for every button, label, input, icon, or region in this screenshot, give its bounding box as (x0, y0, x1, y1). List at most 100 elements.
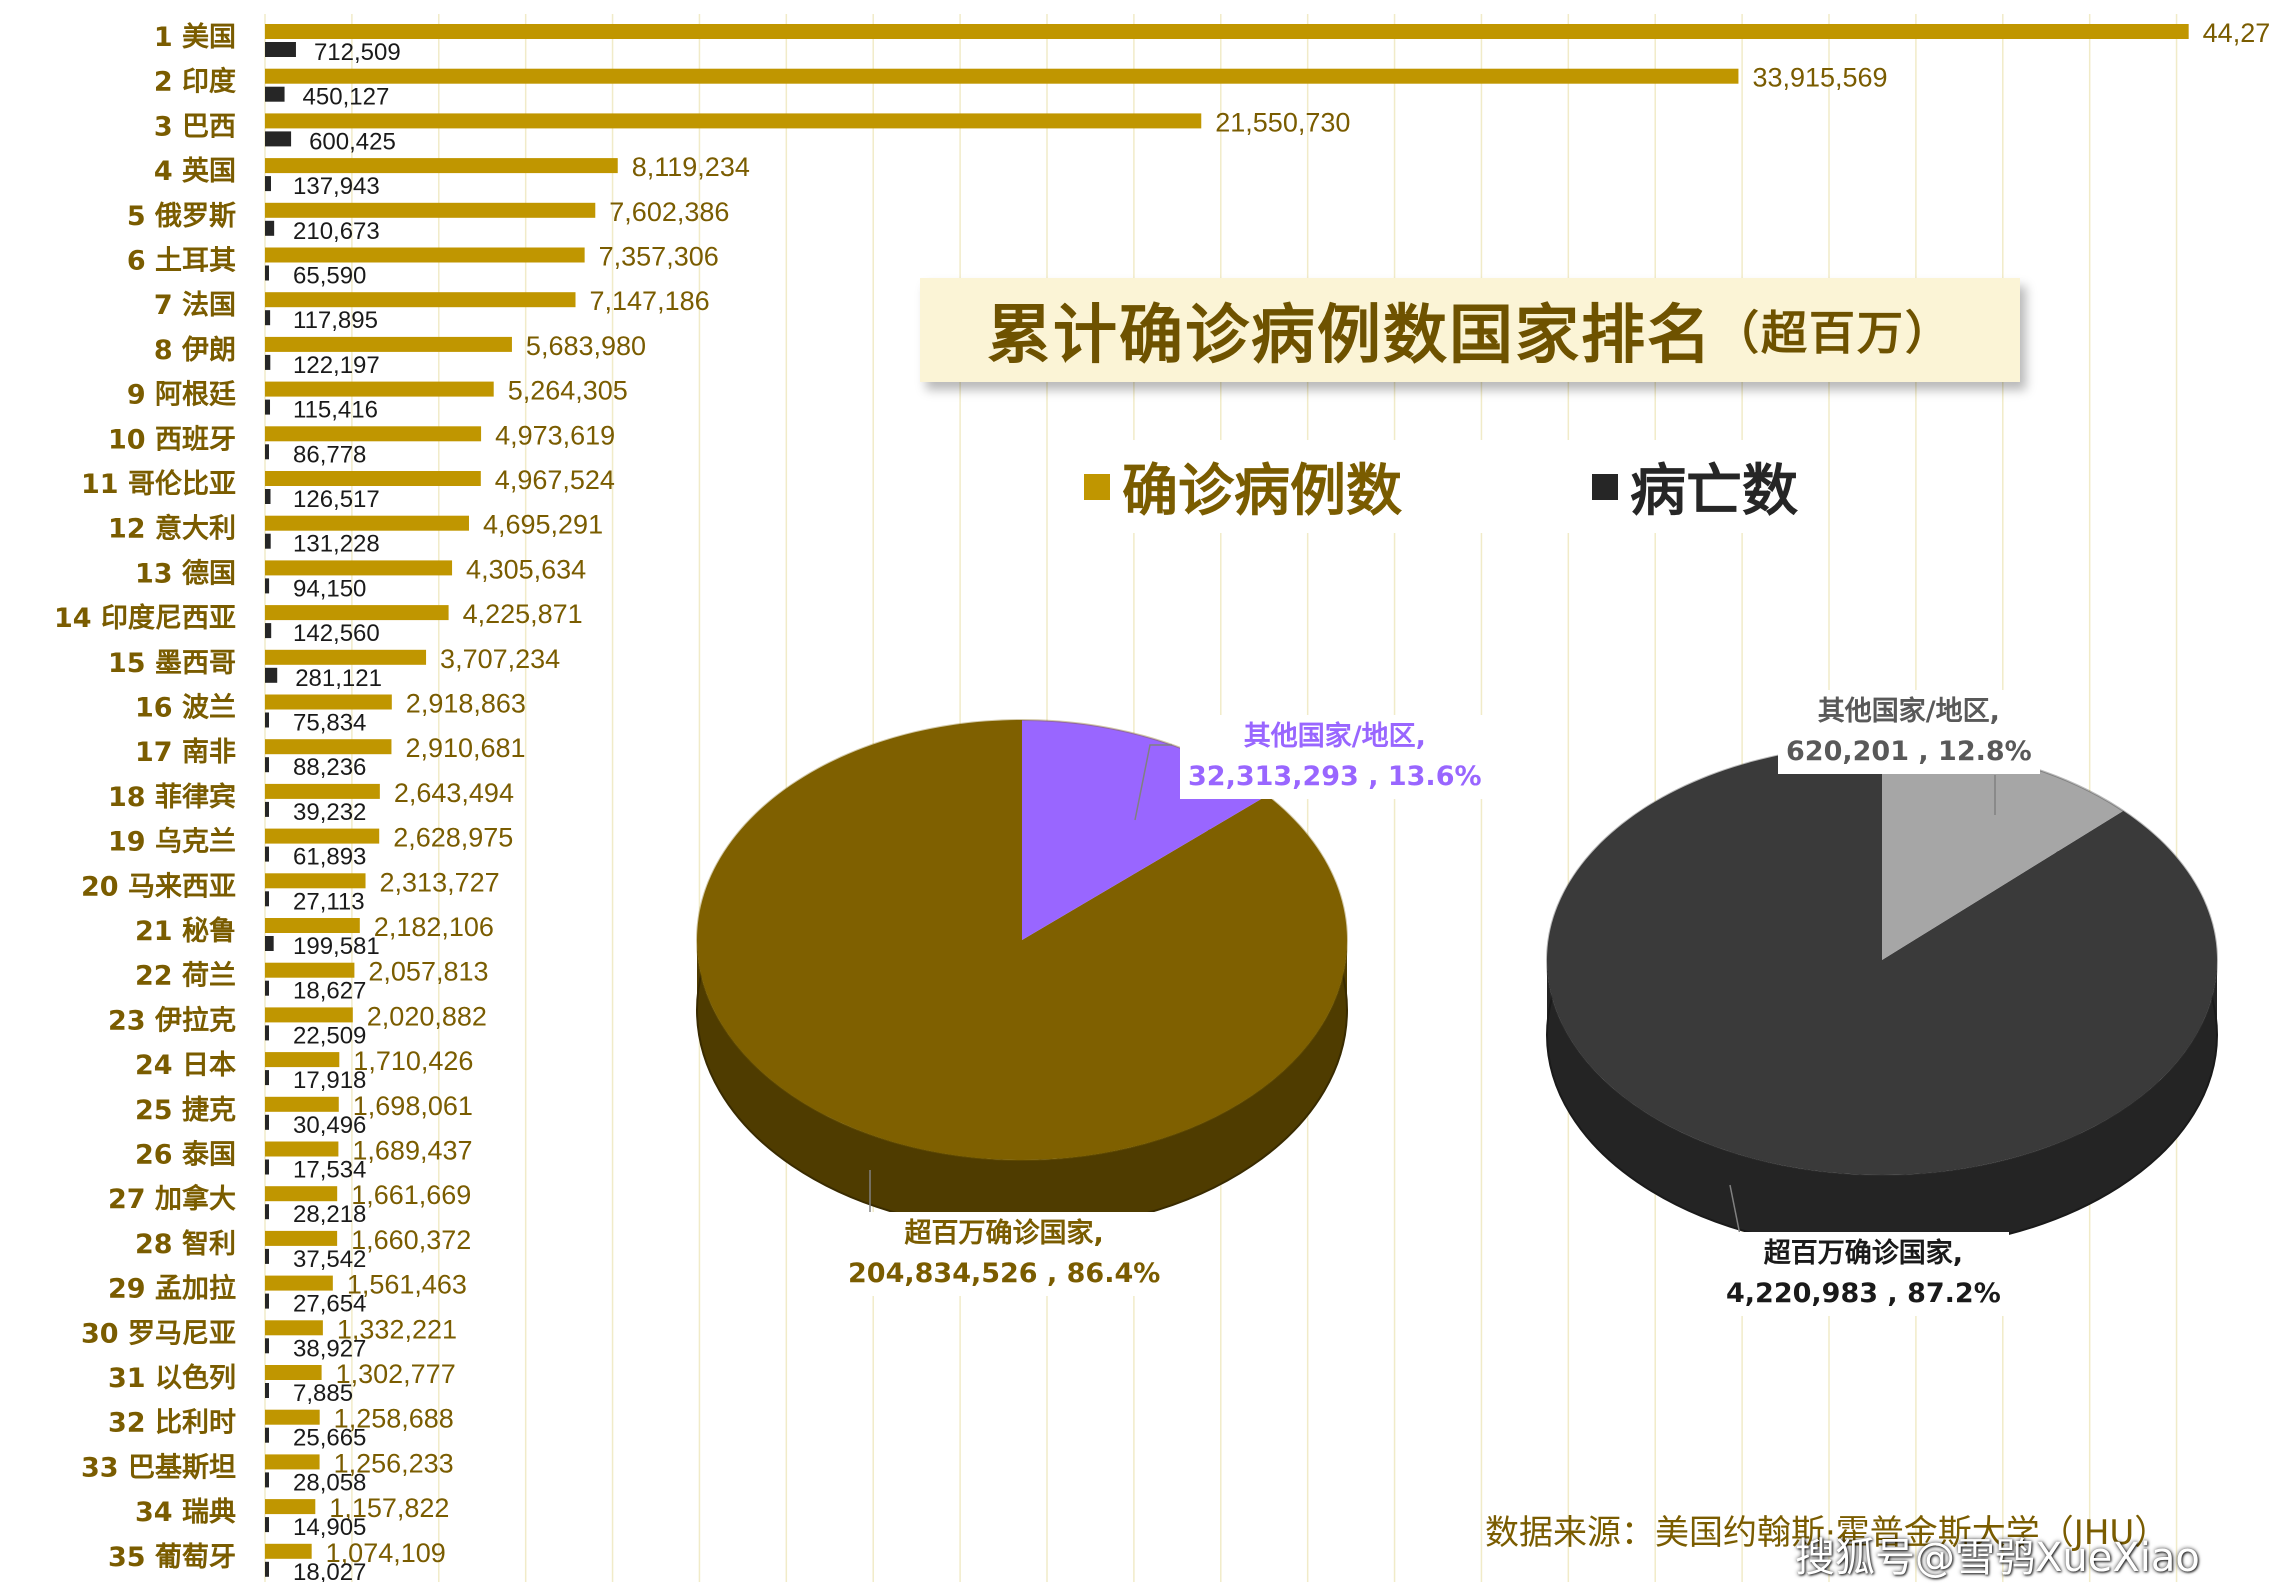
category-label: 5 俄罗斯 (127, 201, 236, 232)
pie-deaths-main-label: 超百万确诊国家, 4,220,983 , 87.2% (1718, 1232, 2009, 1316)
deaths-bar (265, 1561, 269, 1577)
confirmed-value-label: 7,602,386 (609, 197, 729, 227)
category-label: 6 土耳其 (127, 246, 236, 277)
deaths-bar (265, 623, 272, 639)
category-label: 16 波兰 (135, 693, 236, 724)
confirmed-value-label: 1,660,372 (351, 1225, 471, 1255)
deaths-bar (265, 980, 269, 996)
deaths-value-label: 142,560 (293, 620, 380, 647)
deaths-bar (265, 578, 270, 594)
legend-label-deaths: 病亡数 (1630, 459, 1798, 524)
confirmed-value-label: 2,057,813 (368, 957, 488, 987)
confirmed-bar (265, 158, 618, 174)
category-label: 30 罗马尼亚 (81, 1318, 236, 1349)
deaths-bar (265, 1204, 269, 1220)
deaths-bar (265, 1383, 269, 1398)
deaths-value-label: 18,027 (293, 1559, 366, 1582)
category-label: 25 捷克 (135, 1094, 236, 1126)
deaths-value-label: 94,150 (293, 575, 366, 602)
confirmed-value-label: 2,918,863 (406, 689, 526, 719)
confirmed-bar (265, 1007, 353, 1023)
confirmed-value-label: 2,313,727 (380, 867, 500, 897)
confirmed-bar (265, 918, 360, 933)
confirmed-value-label: 4,225,871 (463, 599, 583, 629)
pie-confirmed-main-value: 204,834,526 , 86.4% (848, 1258, 1161, 1289)
confirmed-bar (265, 247, 585, 263)
category-label: 4 英国 (154, 156, 236, 187)
pie-deaths (1546, 744, 2218, 1251)
category-label: 34 瑞典 (135, 1497, 236, 1528)
deaths-value-label: 28,058 (293, 1469, 366, 1496)
confirmed-bar (265, 1365, 322, 1380)
deaths-value-label: 137,943 (293, 173, 380, 200)
deaths-bar (265, 310, 271, 326)
deaths-value-label: 17,918 (293, 1067, 366, 1094)
category-label: 2 印度 (154, 66, 236, 98)
deaths-bar (265, 1472, 269, 1488)
confirmed-value-label: 1,689,437 (352, 1136, 472, 1166)
legend-label-confirmed: 确诊病例数 (1122, 459, 1402, 524)
confirmed-bar (265, 381, 494, 397)
leader-line-deaths-main (1729, 1184, 1741, 1236)
confirmed-bar (265, 873, 366, 889)
pie-confirmed-rim (696, 719, 1348, 1161)
confirmed-value-label: 1,698,061 (353, 1091, 473, 1121)
confirmed-value-label: 1,302,777 (336, 1359, 456, 1389)
confirmed-bar (265, 1275, 333, 1291)
confirmed-value-label: 4,305,634 (466, 554, 586, 584)
confirmed-value-label: 2,182,106 (374, 912, 494, 942)
confirmed-value-label: 8,119,234 (632, 152, 750, 182)
deaths-bar (265, 1070, 269, 1086)
deaths-value-label: 27,654 (293, 1291, 366, 1318)
legend-item-deaths: 病亡数 (1592, 446, 1798, 527)
deaths-bar (265, 444, 269, 460)
deaths-bar (265, 1248, 269, 1264)
confirmed-value-label: 7,147,186 (590, 286, 710, 316)
category-label: 14 印度尼西亚 (54, 602, 236, 634)
pie-confirmed-main-name: 超百万确诊国家, (904, 1218, 1104, 1249)
category-label: 28 智利 (135, 1229, 236, 1260)
deaths-bar (265, 1293, 269, 1309)
confirmed-bar (265, 694, 392, 710)
category-labels: 1 美国 2 印度 3 巴西 4 英国 5 俄罗斯 6 土耳其 7 法国 8 伊朗 9 阿根廷 1… (54, 21, 236, 1573)
deaths-value-label: 61,893 (293, 844, 366, 871)
deaths-value-label: 18,627 (293, 978, 366, 1005)
deaths-bar (265, 801, 269, 817)
legend-item-confirmed: 确诊病例数 (1084, 446, 1402, 527)
category-label: 22 荷兰 (135, 961, 236, 992)
confirmed-value-label: 7,357,306 (599, 242, 719, 272)
confirmed-bar (265, 649, 427, 665)
deaths-value-label: 600,425 (309, 128, 396, 155)
deaths-bar (265, 712, 269, 728)
category-label: 15 墨西哥 (108, 648, 236, 679)
category-label: 9 阿根廷 (127, 380, 236, 411)
category-label: 20 马来西亚 (81, 871, 236, 902)
confirmed-value-label: 2,910,681 (405, 733, 525, 763)
deaths-bar (265, 1159, 269, 1175)
pie-deaths-main-name: 超百万确诊国家, (1763, 1238, 1963, 1269)
category-label: 32 比利时 (108, 1408, 236, 1439)
deaths-bar (265, 489, 271, 504)
confirmed-bar (265, 1454, 320, 1470)
confirmed-bar (265, 739, 392, 755)
deaths-value-label: 199,581 (293, 933, 380, 960)
pie-leader-lines (869, 744, 1996, 1236)
deaths-bar (265, 131, 292, 147)
chart-title: 累计确诊病例数国家排名 (987, 299, 1713, 373)
deaths-bar (265, 265, 269, 281)
deaths-value-label: 210,673 (293, 218, 380, 245)
deaths-bar (265, 533, 271, 549)
deaths-bar (265, 220, 275, 236)
confirmed-bar (265, 1141, 339, 1157)
confirmed-bar (265, 605, 449, 621)
deaths-bar (265, 1114, 269, 1130)
pie-deaths-other-slice (1882, 745, 2124, 960)
confirmed-bar (265, 828, 380, 844)
deaths-value-label: 115,416 (293, 397, 378, 424)
deaths-bar (265, 86, 285, 102)
pie-confirmed-other-name: 其他国家/地区, (1243, 721, 1426, 752)
deaths-value-label: 122,197 (293, 352, 380, 379)
pie-deaths-main-slice (1546, 745, 2217, 1175)
category-label: 19 乌克兰 (108, 826, 236, 858)
confirmed-value-label: 1,157,822 (329, 1493, 449, 1523)
